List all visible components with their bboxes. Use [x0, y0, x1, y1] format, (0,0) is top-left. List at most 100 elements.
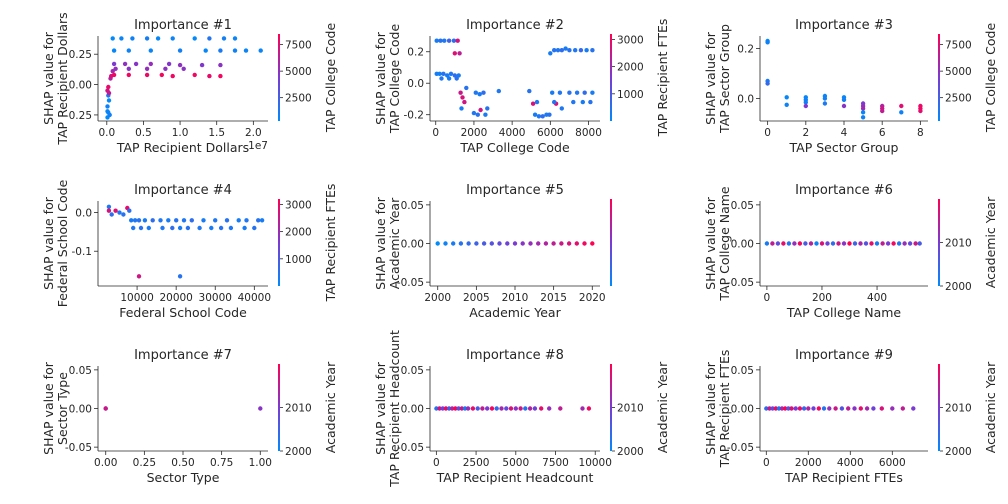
y-axis-label-line: SHAP value for [703, 361, 718, 455]
scatter-point [192, 72, 197, 78]
scatter-point [244, 218, 249, 223]
x-tick-label: 6000 [879, 457, 906, 469]
x-tick-label: 4000 [499, 127, 526, 139]
y-tick-label: -0.05 [727, 442, 754, 454]
scatter-point [113, 66, 118, 72]
colorbar [938, 34, 940, 121]
scatter-point [574, 90, 580, 95]
scatter-point [814, 241, 819, 246]
x-axis-label: TAP College Code [459, 140, 570, 155]
scatter-point [443, 406, 449, 411]
x-tick-label: 2500 [463, 457, 490, 469]
y-tick-label: -0.2 [404, 110, 425, 122]
scatter-point [520, 241, 525, 246]
scatter-point [189, 218, 194, 223]
scatter-point [106, 90, 112, 96]
colorbar-tick-label: 2500 [285, 93, 312, 105]
panel-title: Importance #4 [134, 183, 232, 198]
x-tick-label: 0 [433, 457, 440, 469]
scatter-point [450, 406, 455, 411]
scatter-point [106, 204, 112, 209]
scatter-point [539, 406, 544, 411]
scatter-point [770, 406, 775, 411]
scatter-point [243, 48, 249, 53]
scatter-point [446, 76, 452, 81]
scatter-point [144, 66, 150, 72]
scatter-points [434, 406, 592, 411]
scatter-point [765, 81, 770, 86]
colorbar-tick-label: 2010 [617, 403, 644, 415]
scatter-point [110, 36, 115, 41]
scatter-point [109, 212, 114, 217]
scatter-point [871, 406, 876, 411]
scatter-point [221, 36, 227, 41]
scatter-point [505, 241, 510, 246]
scatter-point [177, 62, 183, 68]
y-axis-label: SHAP value forTAP Sector Group [703, 24, 732, 134]
x-tick-label: 1.5 [208, 127, 225, 139]
scatter-point [213, 218, 218, 223]
x-axis-label: Academic Year [469, 305, 561, 320]
y-tick-label: 0.05 [401, 200, 424, 212]
scatter-point [899, 110, 904, 115]
colorbar-tick-label: 5000 [945, 66, 972, 78]
colorbar-tick-label: 7500 [945, 40, 972, 52]
x-tick-label: 0.5 [135, 127, 152, 139]
scatter-point [559, 106, 564, 111]
scatter-point [457, 51, 462, 56]
y-axis-label-line: TAP College Code [387, 24, 402, 135]
x-tick-label: 2020 [579, 292, 606, 304]
colorbar-tick-label: 1000 [285, 254, 312, 266]
scatter-point [528, 241, 533, 246]
scatter-point [588, 99, 593, 105]
scatter-point [144, 72, 150, 78]
scatter-point [174, 218, 179, 223]
scatter-point [148, 48, 153, 53]
scatter-point [460, 95, 465, 100]
colorbar-label: TAP College Code [983, 23, 998, 134]
scatter-point [825, 241, 830, 246]
scatter-point [470, 406, 476, 411]
scatter-point [105, 104, 110, 109]
colorbar-label: TAP College Code [323, 23, 338, 134]
colorbar [938, 364, 940, 451]
scatter-point [110, 69, 115, 74]
scatter-point [784, 102, 789, 108]
scatter-point [439, 76, 444, 81]
scatter-point [864, 406, 870, 411]
y-axis-label-line: Federal School Code [55, 179, 70, 307]
scatter-point [453, 406, 458, 411]
scatter-point [481, 90, 486, 95]
scatter-point [776, 406, 782, 411]
scatter-point [833, 406, 838, 411]
scatter-point [458, 90, 463, 95]
y-axis-label: SHAP value forFederal School Code [41, 179, 70, 307]
panel-8: Importance #8 0 2500 5000 7500 10000 0.05 0.00 -… [373, 330, 670, 488]
scatter-point [163, 66, 168, 72]
scatter-point [185, 225, 191, 231]
x-tick-label: 10000 [120, 292, 153, 304]
y-axis-label-line: Sector Type [55, 372, 70, 445]
colorbar-tick-label: 3000 [617, 34, 644, 46]
scatter-point [170, 36, 175, 41]
scatter-point [580, 406, 585, 411]
scatter-point [846, 406, 851, 411]
scatter-point [775, 241, 781, 246]
scatter-point [435, 241, 440, 246]
scatter-point [473, 90, 478, 95]
y-tick-label: 0.2 [737, 44, 754, 56]
scatter-point [841, 241, 847, 246]
colorbar-label: Academic Year [983, 361, 998, 453]
y-axis-label-line: SHAP value for [703, 31, 718, 125]
scatter-point [464, 85, 469, 91]
scatter-point [159, 72, 164, 78]
scatter-point [532, 406, 538, 411]
scatter-point [902, 241, 907, 246]
panel-title: Importance #9 [795, 348, 893, 363]
scatter-point [880, 241, 885, 246]
scatter-points [105, 36, 263, 120]
scatter-point [913, 241, 918, 246]
scatter-point [155, 36, 161, 41]
y-axis-label-line: SHAP value for [703, 196, 718, 290]
x-tick-label: 2010 [502, 292, 529, 304]
